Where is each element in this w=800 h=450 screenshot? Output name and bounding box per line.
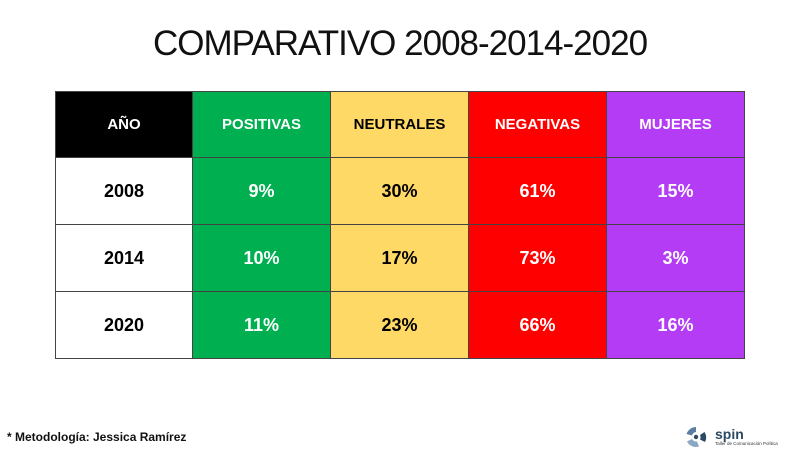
cell-positivas: 9% <box>192 157 331 225</box>
logo-wordmark: spin <box>715 426 744 442</box>
header-year: AÑO <box>55 91 193 158</box>
header-mujeres: MUJERES <box>606 91 745 158</box>
methodology-note: * Metodología: Jessica Ramírez <box>7 430 187 444</box>
cell-mujeres: 15% <box>606 157 745 225</box>
table-header-row: AÑO POSITIVAS NEUTRALES NEGATIVAS MUJERE… <box>55 91 745 158</box>
cell-negativas: 61% <box>468 157 607 225</box>
table-row: 2014 10% 17% 73% 3% <box>55 224 745 292</box>
logo-tagline: Taller de Comunicación Política <box>715 441 778 446</box>
table-row: 2008 9% 30% 61% 15% <box>55 157 745 225</box>
header-negativas: NEGATIVAS <box>468 91 607 158</box>
cell-year: 2020 <box>55 291 193 359</box>
cell-mujeres: 3% <box>606 224 745 292</box>
cell-positivas: 11% <box>192 291 331 359</box>
spin-logo: spin Taller de Comunicación Política <box>683 424 795 450</box>
cell-neutrales: 30% <box>330 157 469 225</box>
cell-negativas: 66% <box>468 291 607 359</box>
cell-mujeres: 16% <box>606 291 745 359</box>
spin-logo-icon <box>686 427 707 447</box>
cell-year: 2014 <box>55 224 193 292</box>
cell-neutrales: 23% <box>330 291 469 359</box>
table-row: 2020 11% 23% 66% 16% <box>55 291 745 359</box>
comparison-table: AÑO POSITIVAS NEUTRALES NEGATIVAS MUJERE… <box>55 91 745 359</box>
cell-year: 2008 <box>55 157 193 225</box>
cell-negativas: 73% <box>468 224 607 292</box>
header-positivas: POSITIVAS <box>192 91 331 158</box>
slide-title: COMPARATIVO 2008-2014-2020 <box>152 24 648 63</box>
cell-positivas: 10% <box>192 224 331 292</box>
header-neutrales: NEUTRALES <box>330 91 469 158</box>
cell-neutrales: 17% <box>330 224 469 292</box>
